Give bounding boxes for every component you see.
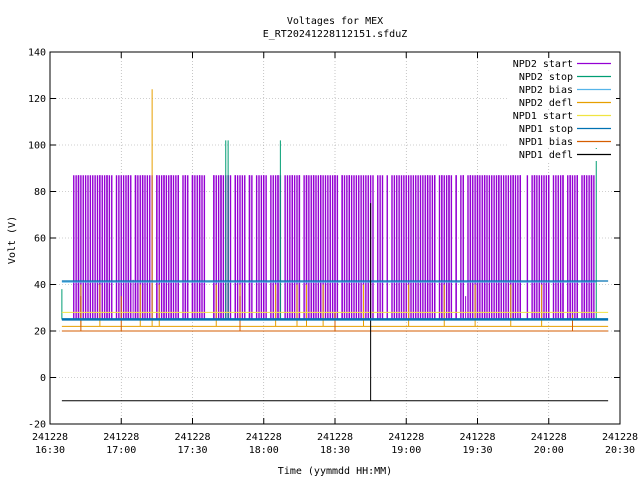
x-tick-time-label: 17:00	[106, 445, 136, 456]
x-tick-time-label: 20:00	[534, 445, 564, 456]
x-tick-date-label: 241228	[388, 432, 424, 443]
legend-label: NPD2 defl	[519, 98, 573, 109]
x-tick-date-label: 241228	[317, 432, 353, 443]
y-tick-label: 140	[28, 48, 46, 59]
x-axis: 241228 16:30 241228 17:00 241228 17:30 241228 1…	[32, 52, 638, 456]
x-axis-label: Time (yymmdd HH:MM)	[278, 466, 392, 477]
x-tick-date-label: 241228	[531, 432, 567, 443]
legend-background	[508, 58, 616, 70]
x-tick-time-label: 19:30	[462, 445, 492, 456]
x-tick-date-label: 241228	[602, 432, 638, 443]
legend-label: NPD1 defl	[519, 150, 573, 161]
y-axis-label: Volt (V)	[7, 216, 18, 264]
legend-background	[508, 149, 616, 161]
y-axis: -20 0 20 40 60 80 100 120 140	[28, 48, 620, 431]
series-npd2-start	[73, 175, 597, 320]
plot-area	[61, 89, 609, 402]
x-tick-time-label: 18:00	[249, 445, 279, 456]
x-tick-time-label: 16:30	[35, 445, 65, 456]
legend-label: NPD1 stop	[519, 124, 573, 135]
y-tick-label: 100	[28, 141, 46, 152]
chart-subtitle: E_RT20241228112151.sfduZ	[263, 29, 408, 40]
legend-background	[508, 97, 616, 109]
legend: NPD2 start NPD2 stop NPD2 bias NPD2 defl NPD…	[508, 58, 616, 161]
x-tick-date-label: 241228	[32, 432, 68, 443]
y-tick-label: -20	[28, 420, 46, 431]
x-tick-date-label: 241228	[103, 432, 139, 443]
y-tick-label: 60	[34, 234, 46, 245]
y-tick-label: 20	[34, 327, 46, 338]
x-tick-time-label: 19:00	[391, 445, 421, 456]
y-tick-label: 120	[28, 94, 46, 105]
x-tick-time-label: 17:30	[177, 445, 207, 456]
x-tick-time-label: 18:30	[320, 445, 350, 456]
legend-label: NPD1 start	[513, 111, 573, 122]
legend-label: NPD2 bias	[519, 85, 573, 96]
legend-background	[508, 84, 616, 96]
chart-title: Voltages for MEX	[287, 16, 383, 27]
legend-background	[508, 123, 616, 135]
y-tick-label: 80	[34, 187, 46, 198]
legend-label: NPD1 bias	[519, 137, 573, 148]
x-tick-date-label: 241228	[246, 432, 282, 443]
x-tick-time-label: 20:30	[605, 445, 635, 456]
legend-label: NPD2 start	[513, 59, 573, 70]
legend-background	[508, 110, 616, 122]
series-npd1-bias	[61, 296, 609, 332]
legend-background	[508, 136, 616, 148]
series-npd1-defl	[61, 203, 609, 402]
legend-background	[508, 71, 616, 83]
y-tick-label: 0	[40, 373, 46, 384]
x-tick-date-label: 241228	[174, 432, 210, 443]
x-tick-date-label: 241228	[459, 432, 495, 443]
y-tick-label: 40	[34, 280, 46, 291]
legend-label: NPD2 stop	[519, 72, 573, 83]
